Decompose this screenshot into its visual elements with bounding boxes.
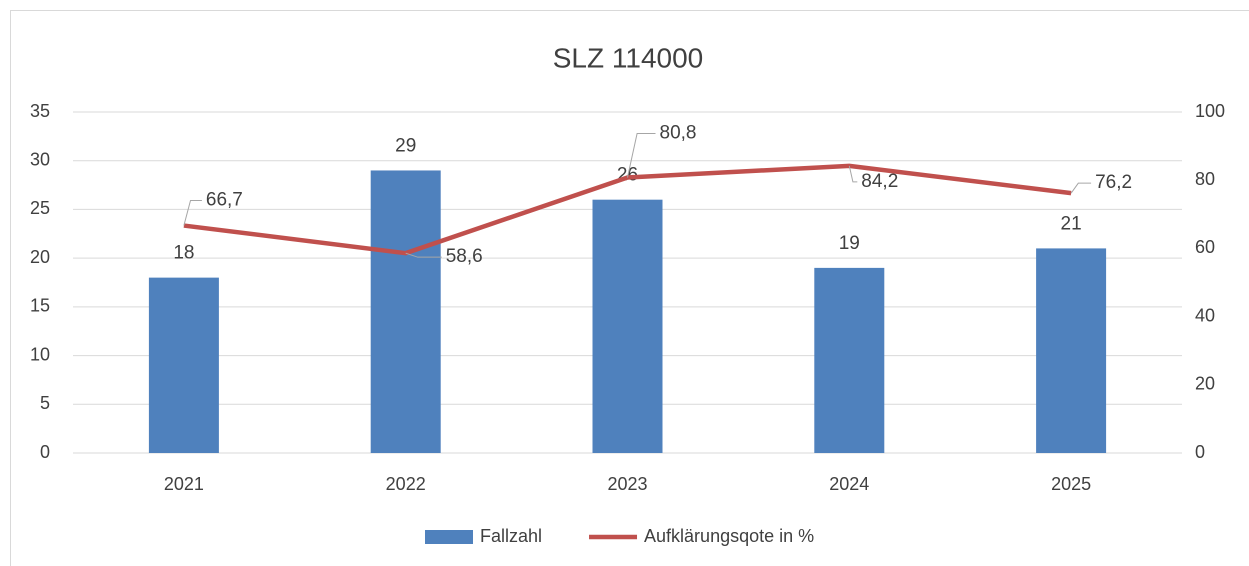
bar-value-label: 18 <box>173 243 194 264</box>
bar-value-label: 29 <box>395 135 416 156</box>
x-tick-label: 2021 <box>164 474 204 494</box>
leader-line <box>1070 182 1092 194</box>
x-tick-label: 2023 <box>607 474 647 494</box>
y-tick-label: 20 <box>30 247 50 267</box>
legend-label: Aufklärungsqote in % <box>644 526 814 546</box>
y-tick-label: 10 <box>30 344 50 364</box>
leader-line <box>848 165 858 183</box>
y-tick-label: 15 <box>30 296 50 316</box>
x-tick-label: 2025 <box>1051 474 1091 494</box>
y-tick-label: 0 <box>40 442 50 462</box>
x-tick-label: 2022 <box>386 474 426 494</box>
y2-tick-label: 40 <box>1195 305 1215 325</box>
y-tick-label: 30 <box>30 149 50 169</box>
y2-tick-label: 100 <box>1195 101 1225 121</box>
x-tick-label: 2024 <box>829 474 869 494</box>
y2-tick-label: 80 <box>1195 169 1215 189</box>
y-tick-label: 5 <box>40 393 50 413</box>
bar <box>814 267 885 453</box>
line-value-label: 80,8 <box>660 122 697 143</box>
line-value-label: 66,7 <box>206 190 243 211</box>
y2-tick-label: 20 <box>1195 374 1215 394</box>
y2-tick-label: 0 <box>1195 442 1205 462</box>
bar-value-label: 21 <box>1061 213 1082 234</box>
leader-line <box>405 252 442 258</box>
bar <box>370 170 441 453</box>
line-value-label: 84,2 <box>861 171 898 192</box>
bar <box>1036 248 1107 453</box>
line-value-label: 58,6 <box>446 246 483 267</box>
bar-value-label: 19 <box>839 233 860 254</box>
legend-swatch <box>425 530 473 544</box>
bar <box>592 199 663 453</box>
y-tick-label: 25 <box>30 198 50 218</box>
y-tick-label: 35 <box>30 101 50 121</box>
y2-tick-label: 60 <box>1195 237 1215 257</box>
leader-line <box>183 200 202 226</box>
leader-line <box>627 132 656 178</box>
chart-title: SLZ 114000 <box>553 42 704 73</box>
bar <box>148 277 219 453</box>
line-value-label: 76,2 <box>1095 172 1132 193</box>
legend-label: Fallzahl <box>480 526 542 546</box>
